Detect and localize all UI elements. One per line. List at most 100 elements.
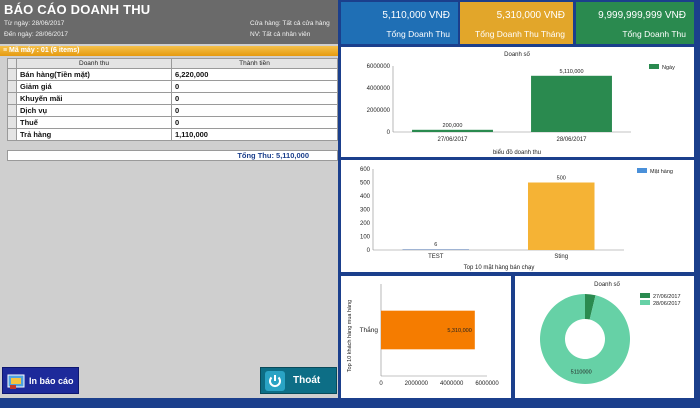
bar: [527, 182, 595, 250]
x-tick-label: 2000000: [405, 381, 429, 387]
x-tick-label: 6000000: [475, 381, 499, 387]
tile-value: 5,110,000 VNĐ: [382, 10, 450, 21]
col-amount-header[interactable]: Thành tiền: [171, 58, 338, 69]
table-row[interactable]: Thuế 0: [7, 116, 338, 129]
chart-title: Doanh số: [504, 52, 530, 58]
table-row[interactable]: Trả hàng 1,110,000: [7, 128, 338, 141]
row-header-cell: [7, 92, 17, 105]
revenue-type-cell: Bán hàng(Tiền mặt): [16, 68, 172, 81]
revenue-type-cell: Dịch vụ: [16, 104, 172, 117]
row-header-cell: [7, 68, 17, 81]
legend-swatch: [649, 64, 659, 69]
revenue-table: Doanh thu Thành tiền Bán hàng(Tiền mặt) 6…: [7, 58, 338, 141]
legend-label: 28/06/2017: [653, 301, 681, 307]
y-tick-label: 400: [360, 194, 371, 200]
top-customers-chart: Top 10 khách hàng mua hàng 0 2000000 40000…: [347, 284, 499, 387]
data-label: 5,110,000: [559, 69, 583, 75]
printer-icon: [7, 374, 25, 389]
bar: [412, 129, 493, 132]
y-tick-label: 100: [360, 235, 371, 241]
legend-label: Ngày: [662, 65, 675, 71]
table-row[interactable]: Giảm giá 0: [7, 80, 338, 93]
data-label: 500: [557, 176, 566, 182]
y-tick-label: 0: [367, 248, 371, 254]
y-tick-label: 0: [387, 130, 391, 136]
total-row: Tổng Thu: 5,110,000: [7, 150, 338, 161]
bar: [402, 249, 470, 250]
page-title: BÁO CÁO DOANH THU: [4, 2, 151, 17]
amount-cell: 0: [171, 116, 338, 129]
bar: [531, 75, 612, 132]
bar: [381, 310, 475, 350]
x-tick-label: 27/06/2017: [437, 137, 468, 143]
print-label: In báo cáo: [29, 375, 74, 386]
revenue-type-cell: Thuế: [16, 116, 172, 129]
data-label: 6: [434, 242, 437, 248]
y-tick-label: 2000000: [367, 108, 391, 114]
top-customers-chart-panel: Top 10 khách hàng mua hàng 0 2000000 40000…: [341, 276, 511, 398]
data-label: 5,310,000: [447, 328, 471, 334]
x-tick-label: 28/06/2017: [556, 137, 587, 143]
amount-cell: 6,220,000: [171, 68, 338, 81]
power-icon: [265, 370, 285, 391]
exit-button[interactable]: Thoát: [260, 367, 337, 394]
amount-cell: 0: [171, 104, 338, 117]
report-header: BÁO CÁO DOANH THU Từ ngày: 28/06/2017 Đế…: [0, 0, 338, 44]
revenue-chart: Doanh số biểu đồ doanh thu Ngày 0 2000000…: [367, 52, 675, 156]
tile-value: 5,310,000 VNĐ: [496, 10, 565, 21]
chart-title: Doanh số: [594, 282, 620, 288]
legend-swatch: [640, 293, 650, 298]
chart-xlabel: Top 10 mặt hàng bán chạy: [464, 265, 535, 271]
table-row[interactable]: Bán hàng(Tiền mặt) 6,220,000: [7, 68, 338, 81]
legend-label: 27/06/2017: [653, 294, 681, 300]
tile-label: Tổng Doanh Thu: [622, 29, 686, 39]
donut-slice: [540, 294, 630, 384]
total-label: Tổng Thu: 5,110,000: [237, 151, 309, 160]
revenue-type-cell: Giảm giá: [16, 80, 172, 93]
row-header-cell: [7, 128, 17, 141]
data-label: 5110000: [571, 369, 592, 375]
group-bar[interactable]: ≡ Mã máy : 01 (6 items): [0, 46, 338, 56]
x-tick-label: TEST: [428, 254, 444, 260]
y-tick-label: 200: [360, 221, 371, 227]
amount-cell: 0: [171, 80, 338, 93]
y-tick-label: 500: [360, 181, 371, 187]
row-header-cell: [7, 80, 17, 93]
y-tick-label: 4000000: [367, 86, 391, 92]
x-tick-label: 0: [379, 381, 383, 387]
top-products-chart-panel: Top 10 mặt hàng bán chạy Mặt hàng 0 100 20…: [341, 160, 694, 272]
to-date: Đến ngày: 28/06/2017: [4, 31, 68, 38]
store-filter: Cửa hàng: Tất cả cửa hàng: [250, 20, 330, 27]
exit-label: Thoát: [293, 375, 321, 386]
tile-label: Tổng Doanh Thu Tháng: [475, 29, 565, 39]
legend-swatch: [640, 300, 650, 305]
y-tick-label: 6000000: [367, 64, 391, 70]
donut-slice: [585, 294, 596, 320]
tile-value: 9,999,999,999 VNĐ: [598, 10, 686, 21]
data-label: 200,000: [443, 123, 463, 129]
revenue-type-cell: Khuyến mãi: [16, 92, 172, 105]
legend-swatch: [637, 168, 647, 173]
row-header-cell: [7, 116, 17, 129]
row-header-cell: [7, 104, 17, 117]
y-tick-label: 600: [360, 167, 371, 173]
y-tick-label: 300: [360, 208, 371, 214]
col-revenue-header[interactable]: Doanh thu: [16, 58, 172, 69]
table-row[interactable]: Khuyến mãi 0: [7, 92, 338, 105]
table-header-row: Doanh thu Thành tiền: [7, 58, 338, 69]
print-report-button[interactable]: In báo cáo: [2, 367, 79, 394]
x-tick-label: Sting: [554, 254, 568, 260]
chart-ylabel: Top 10 khách hàng mua hàng: [347, 300, 353, 372]
tile-total-revenue-2: 9,999,999,999 VNĐ Tổng Doanh Thu: [576, 2, 694, 44]
table-row[interactable]: Dịch vụ 0: [7, 104, 338, 117]
tile-month-revenue: 5,310,000 VNĐ Tổng Doanh Thu Tháng: [460, 2, 573, 44]
revenue-type-cell: Trả hàng: [16, 128, 172, 141]
chart-xlabel: biểu đồ doanh thu: [493, 149, 541, 156]
tile-total-revenue: 5,110,000 VNĐ Tổng Doanh Thu: [341, 2, 458, 44]
row-header-cell: [7, 58, 17, 69]
x-tick-label: 4000000: [440, 381, 464, 387]
staff-filter: NV: Tất cả nhân viên: [250, 31, 311, 38]
revenue-donut-chart: Doanh số 200000511000027/06/201728/06/20…: [540, 282, 681, 384]
revenue-chart-panel: Doanh số biểu đồ doanh thu Ngày 0 2000000…: [341, 47, 694, 157]
amount-cell: 0: [171, 92, 338, 105]
